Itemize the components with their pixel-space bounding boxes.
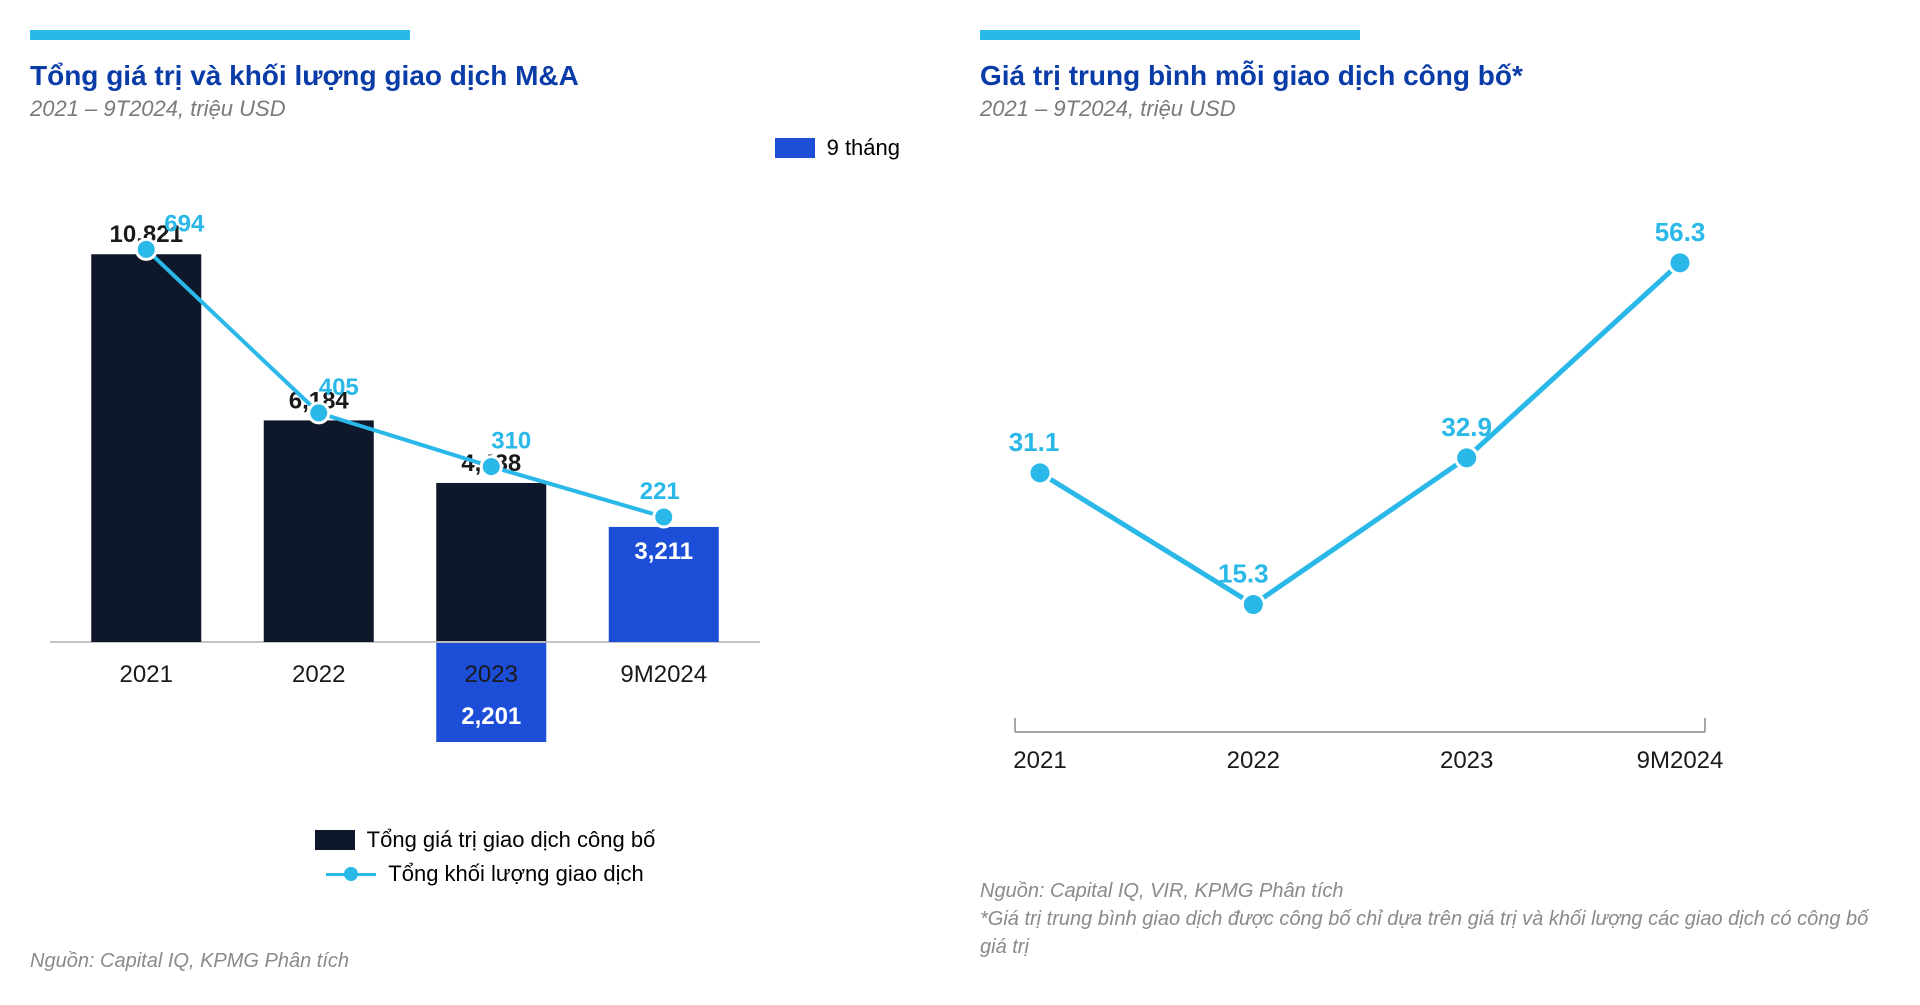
chart-title: Giá trị trung bình mỗi giao dịch công bố…: [980, 60, 1890, 92]
source-note: Nguồn: Capital IQ, VIR, KPMG Phân tích*G…: [980, 877, 1890, 961]
line-value-label: 32.9: [1441, 412, 1492, 442]
line-chart-svg: 31.1 2021 15.3 2022 32.9 2023 56.3 9M2024: [980, 142, 1730, 802]
x-axis-label: 2023: [1440, 747, 1493, 774]
right-panel: Giá trị trung bình mỗi giao dịch công bố…: [980, 30, 1890, 975]
source-line: Nguồn: Capital IQ, VIR, KPMG Phân tích: [980, 877, 1890, 905]
x-axis-label: 2021: [1013, 747, 1066, 774]
accent-bar: [30, 30, 410, 40]
line-marker: [481, 457, 501, 477]
line-chart: 31.1 2021 15.3 2022 32.9 2023 56.3 9M2024: [980, 142, 1890, 807]
line-marker: [1669, 252, 1691, 274]
x-axis-label: 9M2024: [1637, 747, 1724, 774]
bar-dark: [91, 254, 201, 642]
x-axis-label: 9M2024: [620, 661, 707, 688]
line-value-label: 310: [491, 428, 531, 455]
bar-dark: [436, 483, 546, 642]
accent-bar: [980, 30, 1360, 40]
x-axis-label: 2022: [1227, 747, 1280, 774]
line-series: [146, 249, 664, 517]
chart-subtitle: 2021 – 9T2024, triệu USD: [980, 96, 1890, 122]
chart-subtitle: 2021 – 9T2024, triệu USD: [30, 96, 940, 122]
x-axis-label: 2021: [120, 661, 173, 688]
line-value-label: 31.1: [1009, 427, 1060, 457]
line-value-label: 221: [640, 478, 680, 505]
legend-bar-label: Tổng giá trị giao dịch công bố: [367, 827, 656, 853]
combo-chart-svg: 10,82120216,18420224,4382,20120233,2119M…: [30, 142, 780, 802]
x-axis-label: 2023: [465, 661, 518, 688]
x-axis-label: 2022: [292, 661, 345, 688]
legend-bar-icon: [315, 830, 355, 850]
combo-chart: 10,82120216,18420224,4382,20120233,2119M…: [30, 142, 940, 807]
line-value-label: 56.3: [1655, 217, 1706, 247]
line-marker: [1242, 594, 1264, 616]
bar-value-label: 3,211: [634, 538, 693, 565]
line-marker: [1029, 462, 1051, 484]
line-value-label: 15.3: [1218, 559, 1269, 589]
bar-value-label: 2,201: [461, 703, 521, 730]
chart-title: Tổng giá trị và khối lượng giao dịch M&A: [30, 60, 940, 92]
source-note: Nguồn: Capital IQ, KPMG Phân tích: [30, 947, 940, 975]
line-series: [1040, 263, 1680, 605]
legend: Tổng giá trị giao dịch công bố Tổng khối…: [30, 827, 940, 887]
legend-item-line: Tổng khối lượng giao dịch: [326, 861, 643, 887]
line-value-label: 694: [164, 210, 205, 237]
line-marker: [136, 239, 156, 259]
line-marker: [309, 403, 329, 423]
legend-line-label: Tổng khối lượng giao dịch: [388, 861, 643, 887]
bar-dark: [264, 420, 374, 642]
line-value-label: 405: [319, 374, 359, 401]
legend-item-bar: Tổng giá trị giao dịch công bố: [315, 827, 656, 853]
source-line: *Giá trị trung bình giao dịch được công …: [980, 905, 1890, 961]
line-marker: [654, 507, 674, 527]
line-marker: [1456, 447, 1478, 469]
legend-line-icon: [326, 873, 376, 876]
left-panel: Tổng giá trị và khối lượng giao dịch M&A…: [30, 30, 940, 975]
